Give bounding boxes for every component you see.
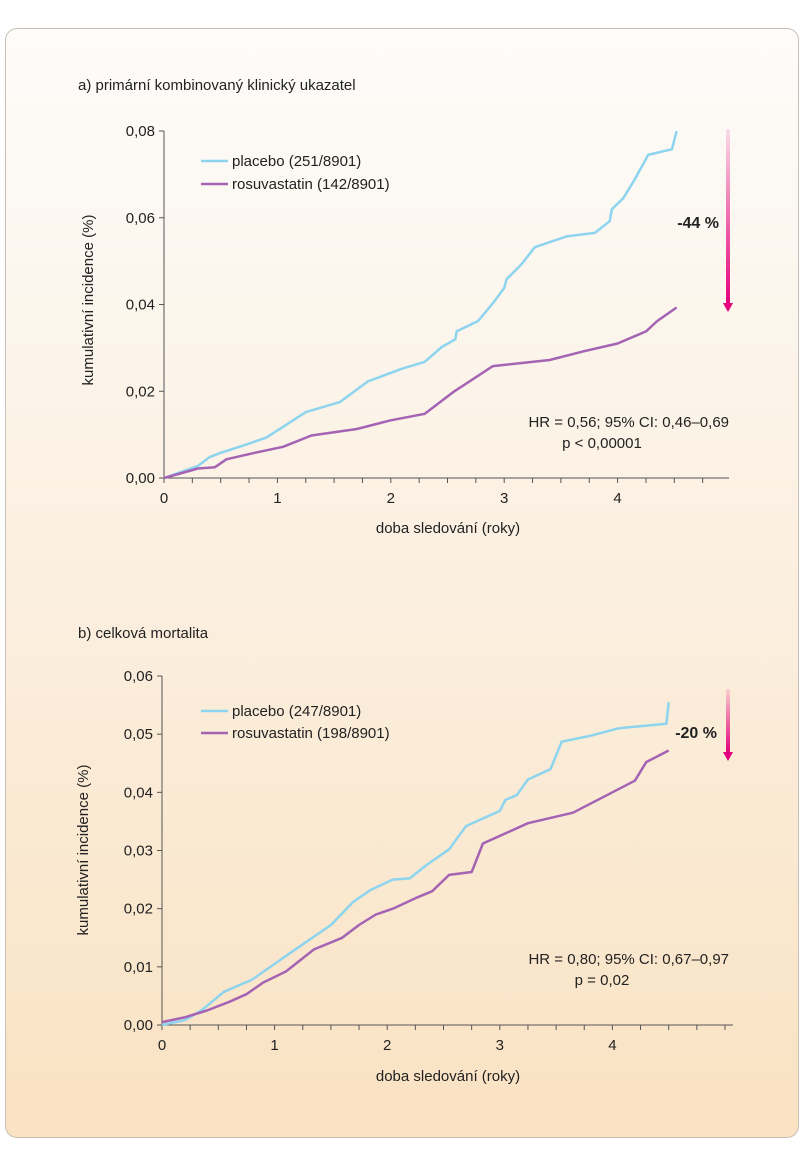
x-tick-label: 0 xyxy=(158,1037,166,1054)
chart-a-series xyxy=(163,130,678,480)
y-tick-label: 0,00 xyxy=(126,470,155,487)
y-tick-label: 0,02 xyxy=(124,901,153,918)
y-tick-label: 0,04 xyxy=(126,297,155,314)
chart-a-p-annotation: p < 0,00001 xyxy=(562,435,642,452)
x-tick-label: 2 xyxy=(387,490,395,507)
series-line-placebo xyxy=(161,702,670,1027)
legend-label-rosuvastatin: rosuvastatin (142/8901) xyxy=(232,176,390,193)
y-tick-label: 0,02 xyxy=(126,383,155,400)
chart-b-hr-annotation: HR = 0,80; 95% CI: 0,67–0,97 xyxy=(528,951,729,968)
x-tick-label: 1 xyxy=(270,1037,278,1054)
figure-panel xyxy=(5,28,799,1138)
chart-b: b) celková mortalita 0,000,010,020,030,0… xyxy=(75,625,733,1085)
x-tick-label: 2 xyxy=(383,1037,391,1054)
chart-a-xlabel: doba sledování (roky) xyxy=(376,520,520,537)
chart-b-series xyxy=(161,702,670,1027)
chart-b-reduction-label: -20 % xyxy=(675,725,717,742)
chart-a-title: a) primární kombinovaný klinický ukazate… xyxy=(78,77,356,94)
legend-label-rosuvastatin: rosuvastatin (198/8901) xyxy=(232,725,390,742)
x-tick-label: 3 xyxy=(500,490,508,507)
series-line-placebo xyxy=(163,130,678,480)
arrow-head xyxy=(723,752,733,761)
y-tick-label: 0,08 xyxy=(126,123,155,140)
chart-b-p-annotation: p = 0,02 xyxy=(575,972,630,989)
arrow-head xyxy=(723,303,733,312)
chart-b-axes: 0,00 0,01 0,02 0,03 0,04 0,05 0,06 0 1 2 3 4 xyxy=(124,668,733,1054)
y-tick-label: 0,03 xyxy=(124,843,153,860)
chart-a-legend: placebo (251/8901) rosuvastatin (142/890… xyxy=(201,153,390,193)
chart-b-legend: placebo (247/8901) rosuvastatin (198/890… xyxy=(201,703,390,742)
series-line-rosuvastatin xyxy=(163,306,678,480)
y-tick-label: 0,05 xyxy=(124,726,153,743)
y-tick-label: 0,01 xyxy=(124,959,153,976)
y-tick-label: 0,00 xyxy=(124,1017,153,1034)
x-tick-label: 3 xyxy=(496,1037,504,1054)
series-line-rosuvastatin xyxy=(161,749,670,1024)
y-tick-label: 0,06 xyxy=(124,668,153,685)
chart-b-ylabel: kumulativní incidence (%) xyxy=(75,765,92,936)
chart-a-reduction-label: -44 % xyxy=(677,215,719,232)
chart-a: a) primární kombinovaný klinický ukazate… xyxy=(78,77,733,537)
x-tick-label: 4 xyxy=(613,490,621,507)
x-tick-label: 1 xyxy=(273,490,281,507)
arrow-shaft xyxy=(726,689,730,753)
chart-a-hr-annotation: HR = 0,56; 95% CI: 0,46–0,69 xyxy=(528,414,729,431)
chart-a-ylabel: kumulativní incidence (%) xyxy=(80,215,97,386)
y-tick-label: 0,04 xyxy=(124,784,153,801)
chart-b-title: b) celková mortalita xyxy=(78,625,209,642)
chart-b-reduction-arrow xyxy=(723,689,733,761)
y-tick-label: 0,06 xyxy=(126,210,155,227)
chart-a-reduction-arrow xyxy=(723,129,733,312)
legend-label-placebo: placebo (247/8901) xyxy=(232,703,361,720)
x-tick-label: 4 xyxy=(608,1037,616,1054)
legend-label-placebo: placebo (251/8901) xyxy=(232,153,361,170)
chart-b-xlabel: doba sledování (roky) xyxy=(376,1068,520,1085)
x-tick-label: 0 xyxy=(160,490,168,507)
arrow-shaft xyxy=(726,129,730,305)
chart-a-axes: 0,00 0,02 0,04 0,06 0,08 0 1 2 3 4 xyxy=(126,123,729,507)
